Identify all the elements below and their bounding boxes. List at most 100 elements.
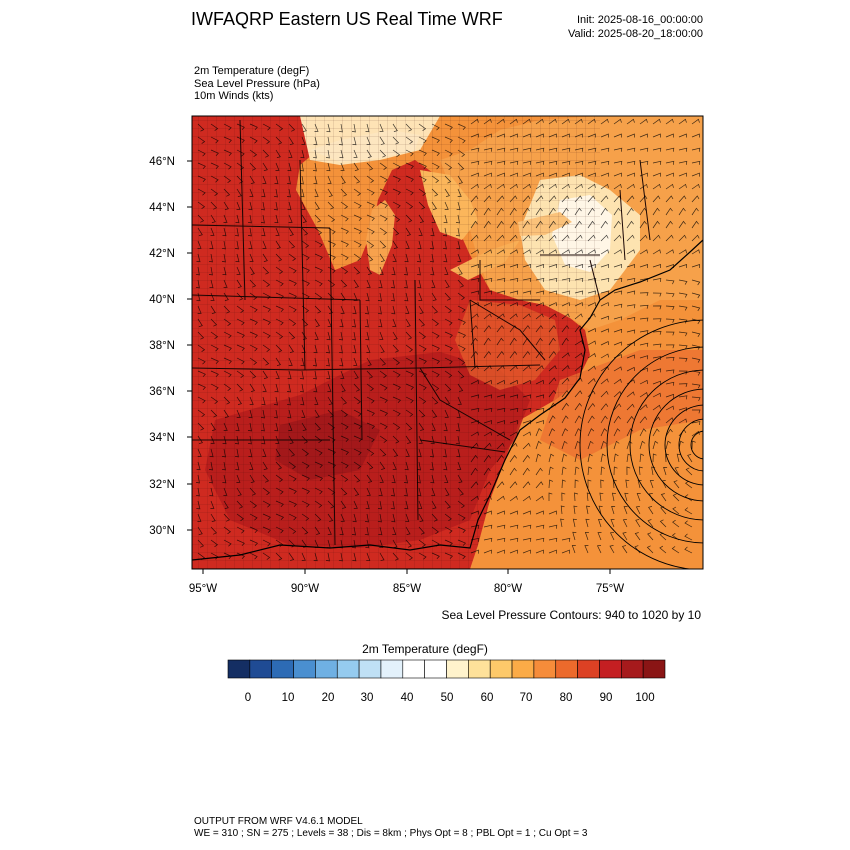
wind-barb xyxy=(561,549,570,554)
wind-barb xyxy=(574,183,583,190)
wind-barb xyxy=(340,513,345,522)
map-frame xyxy=(191,115,704,570)
wind-barb xyxy=(210,357,219,365)
wind-barb xyxy=(548,524,558,529)
wind-barb xyxy=(665,160,675,165)
wind-barb xyxy=(379,461,386,470)
wind-barb xyxy=(665,220,673,229)
wind-barb xyxy=(314,305,322,314)
wind-barb xyxy=(444,383,452,392)
wind-barb xyxy=(535,172,544,177)
wind-barb xyxy=(392,227,400,236)
wind-barb xyxy=(574,365,583,372)
wind-barb xyxy=(262,240,267,249)
wind-barb xyxy=(366,175,375,183)
wind-barb xyxy=(470,220,478,229)
wind-barb xyxy=(626,118,635,125)
wind-barb xyxy=(665,195,674,203)
wind-barb xyxy=(353,435,363,442)
wind-barb xyxy=(665,417,674,424)
wind-barb xyxy=(483,394,493,399)
wind-barb xyxy=(444,513,452,522)
wind-barb xyxy=(455,214,460,224)
wind-barb xyxy=(405,526,411,535)
wind-barb xyxy=(586,492,591,502)
wind-barb xyxy=(574,160,584,165)
wind-barb xyxy=(561,415,569,424)
colorbar-swatch xyxy=(577,659,600,679)
wind-barb xyxy=(444,162,453,170)
wind-barb xyxy=(210,383,219,391)
wind-barb xyxy=(587,195,596,203)
wind-barb xyxy=(665,331,675,336)
wind-barb xyxy=(197,448,202,457)
wind-barb xyxy=(223,422,228,431)
wind-barb xyxy=(249,552,258,560)
wind-barb xyxy=(442,240,447,250)
wind-barb xyxy=(405,201,414,209)
wind-barb xyxy=(535,160,545,165)
wind-barb xyxy=(622,532,628,541)
wind-barb xyxy=(392,396,402,403)
wind-barb xyxy=(365,539,370,549)
wind-barb xyxy=(405,435,412,444)
wind-barb xyxy=(404,292,409,302)
wind-barb xyxy=(561,377,570,385)
wind-barb xyxy=(312,162,317,172)
wind-barb xyxy=(470,277,480,282)
wind-barb xyxy=(196,253,201,263)
wind-barb xyxy=(379,136,385,145)
wind-barb xyxy=(249,318,258,326)
wind-barb xyxy=(659,545,667,554)
wind-barb xyxy=(535,249,544,255)
wind-barb xyxy=(353,253,362,261)
wind-barb xyxy=(574,207,582,216)
wind-barb xyxy=(262,357,270,366)
wind-barb xyxy=(431,318,439,327)
wind-barb xyxy=(236,279,242,288)
wind-barb xyxy=(509,195,518,203)
wind-barb xyxy=(585,518,590,528)
wind-barb xyxy=(561,428,569,437)
wind-barb xyxy=(626,234,635,242)
wind-barb xyxy=(301,422,307,431)
wind-barb xyxy=(626,403,635,411)
wind-barb xyxy=(509,394,519,399)
wind-barb xyxy=(223,344,232,352)
wind-barb xyxy=(236,383,244,392)
wind-barb xyxy=(626,342,635,346)
wind-barb xyxy=(326,123,331,133)
wind-barb xyxy=(209,487,214,497)
wind-barb xyxy=(287,409,292,419)
wind-barb xyxy=(522,313,531,320)
wind-barb xyxy=(443,422,448,432)
wind-barb xyxy=(455,422,460,432)
wind-barb xyxy=(587,234,596,242)
wind-barb xyxy=(392,149,401,157)
wind-barb xyxy=(288,539,296,548)
wind-barb xyxy=(314,422,321,431)
wind-barb xyxy=(392,344,399,353)
wind-barb xyxy=(470,365,479,372)
wind-barb xyxy=(405,175,414,183)
wind-barb xyxy=(351,123,356,133)
wind-barb xyxy=(327,513,334,522)
wind-barb xyxy=(197,513,202,522)
wind-barb xyxy=(275,240,281,249)
wind-barb xyxy=(470,495,479,502)
wind-barb xyxy=(418,227,423,236)
wind-barb xyxy=(340,409,348,418)
wind-barb xyxy=(678,147,688,152)
wind-barb xyxy=(236,162,245,170)
wind-barb xyxy=(262,175,267,184)
wind-barb xyxy=(197,539,204,548)
wind-barb xyxy=(197,396,206,404)
wind-barb xyxy=(639,133,648,138)
wind-barb xyxy=(236,474,241,483)
wind-barb xyxy=(597,532,602,541)
wind-barb xyxy=(338,552,343,562)
wind-barb xyxy=(522,379,531,385)
wind-barb xyxy=(262,305,271,313)
wind-barb xyxy=(535,207,543,216)
colorbar-label: 30 xyxy=(361,692,374,704)
